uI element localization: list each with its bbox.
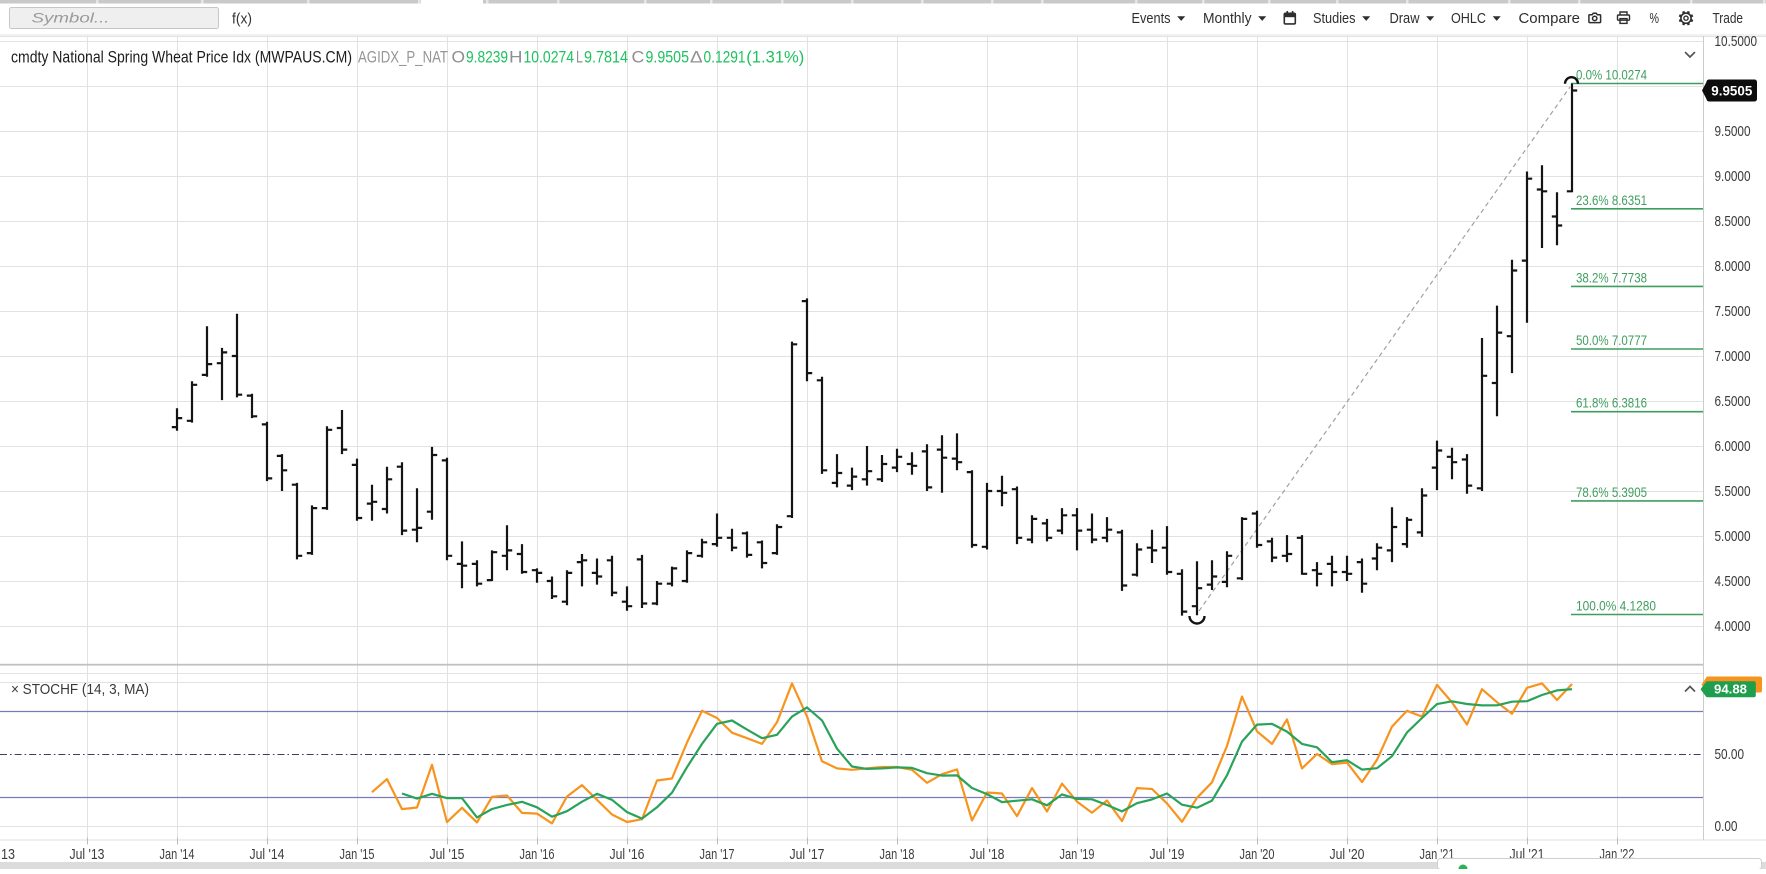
svg-text:H: H bbox=[509, 48, 523, 67]
svg-text:Jan '17: Jan '17 bbox=[700, 847, 735, 863]
svg-text:Jul '17: Jul '17 bbox=[790, 847, 825, 863]
svg-text:7.5000: 7.5000 bbox=[1715, 303, 1751, 320]
svg-text:7.0000: 7.0000 bbox=[1715, 348, 1751, 365]
svg-text:6.5000: 6.5000 bbox=[1715, 393, 1751, 410]
svg-text:5.5000: 5.5000 bbox=[1715, 483, 1751, 500]
svg-text:5.0000: 5.0000 bbox=[1715, 528, 1751, 545]
svg-text:Compare: Compare bbox=[1519, 10, 1581, 27]
svg-text:Δ: Δ bbox=[690, 48, 703, 67]
svg-text:9.0000: 9.0000 bbox=[1715, 168, 1751, 185]
svg-text:Jul '14: Jul '14 bbox=[250, 847, 285, 863]
svg-text:0.0% 10.0274: 0.0% 10.0274 bbox=[1576, 67, 1647, 83]
svg-text:9.9505: 9.9505 bbox=[1711, 82, 1752, 98]
svg-text:Jan '20: Jan '20 bbox=[1240, 847, 1275, 863]
svg-text:Jul '19: Jul '19 bbox=[1150, 847, 1185, 863]
svg-text:Jan '18: Jan '18 bbox=[880, 847, 915, 863]
svg-text:C: C bbox=[632, 48, 645, 67]
svg-text:cmdty National Spring Wheat Pr: cmdty National Spring Wheat Price Idx (M… bbox=[11, 48, 352, 67]
svg-text:Studies: Studies bbox=[1313, 10, 1356, 27]
svg-text:4.5000: 4.5000 bbox=[1715, 573, 1751, 590]
svg-text:Jul '18: Jul '18 bbox=[970, 847, 1005, 863]
svg-text:8.5000: 8.5000 bbox=[1715, 213, 1751, 230]
svg-text:Events: Events bbox=[1132, 10, 1171, 27]
svg-text:50.00: 50.00 bbox=[1715, 746, 1745, 763]
svg-text:Jul '13: Jul '13 bbox=[70, 847, 105, 863]
svg-text:78.6% 5.3905: 78.6% 5.3905 bbox=[1576, 484, 1647, 500]
svg-text:9.5000: 9.5000 bbox=[1715, 123, 1751, 140]
svg-text:61.8% 6.3816: 61.8% 6.3816 bbox=[1576, 395, 1647, 411]
svg-text:Symbol...: Symbol... bbox=[32, 11, 110, 26]
svg-text:OHLC: OHLC bbox=[1451, 10, 1486, 27]
svg-text:Jul '15: Jul '15 bbox=[430, 847, 465, 863]
svg-text:9.9505: 9.9505 bbox=[646, 48, 690, 67]
svg-text:%: % bbox=[1650, 10, 1660, 27]
svg-text:Jan '15: Jan '15 bbox=[340, 847, 375, 863]
svg-text:Jul '16: Jul '16 bbox=[610, 847, 645, 863]
svg-text:6.0000: 6.0000 bbox=[1715, 438, 1751, 455]
svg-text:Jan '16: Jan '16 bbox=[520, 847, 555, 863]
svg-text:Draw: Draw bbox=[1390, 10, 1420, 27]
svg-text:Jan '19: Jan '19 bbox=[1060, 847, 1095, 863]
svg-text:9.7814: 9.7814 bbox=[584, 48, 628, 67]
svg-text:Jul '20: Jul '20 bbox=[1330, 847, 1365, 863]
svg-text:50.0% 7.0777: 50.0% 7.0777 bbox=[1576, 332, 1647, 348]
svg-text:0.1291: 0.1291 bbox=[704, 48, 746, 67]
svg-text:23.6% 8.6351: 23.6% 8.6351 bbox=[1576, 192, 1647, 208]
svg-text:× STOCHF (14, 3, MA): × STOCHF (14, 3, MA) bbox=[11, 681, 149, 698]
svg-text:9.8239: 9.8239 bbox=[466, 48, 508, 67]
svg-text:0.00: 0.00 bbox=[1715, 818, 1738, 835]
svg-text:38.2% 7.7738: 38.2% 7.7738 bbox=[1576, 269, 1647, 285]
svg-text:4.0000: 4.0000 bbox=[1715, 618, 1751, 635]
svg-text:10.5000: 10.5000 bbox=[1715, 33, 1758, 50]
svg-text:f(x): f(x) bbox=[232, 11, 252, 28]
svg-text:8.0000: 8.0000 bbox=[1715, 258, 1751, 275]
svg-text:O: O bbox=[452, 48, 466, 67]
svg-text:Jan '14: Jan '14 bbox=[160, 847, 195, 863]
svg-text:L: L bbox=[576, 48, 583, 67]
svg-text:10.0274: 10.0274 bbox=[524, 48, 575, 67]
svg-text:13: 13 bbox=[1, 847, 15, 863]
svg-text:(1.31%): (1.31%) bbox=[746, 48, 804, 67]
svg-text:AGIDX_P_NAT: AGIDX_P_NAT bbox=[358, 48, 448, 67]
svg-text:Trade: Trade bbox=[1713, 10, 1744, 27]
svg-text:94.88: 94.88 bbox=[1714, 682, 1747, 696]
svg-text:Monthly: Monthly bbox=[1203, 10, 1252, 27]
svg-text:100.0% 4.1280: 100.0% 4.1280 bbox=[1576, 598, 1656, 614]
